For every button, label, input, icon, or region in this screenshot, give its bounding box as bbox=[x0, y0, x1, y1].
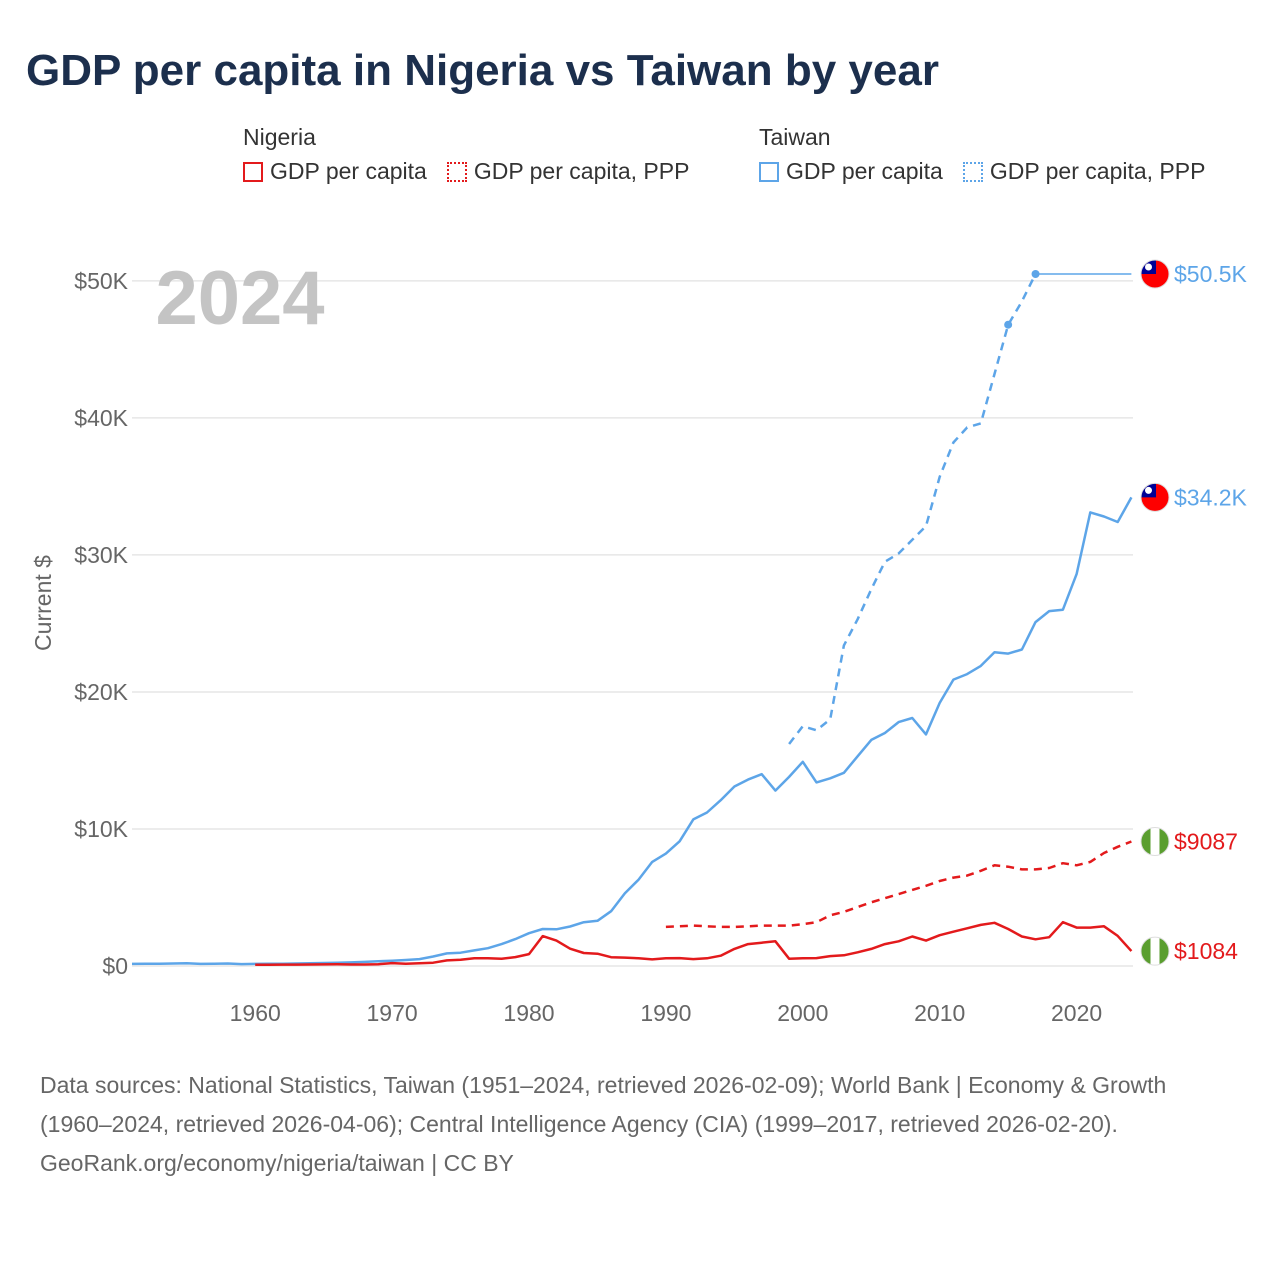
chart-title: GDP per capita in Nigeria vs Taiwan by y… bbox=[26, 46, 939, 95]
legend-group-taiwan: Taiwan GDP per capita GDP per capita, PP… bbox=[759, 124, 1205, 185]
end-value-label: $1084 bbox=[1174, 938, 1238, 964]
y-tick-label: $50K bbox=[74, 268, 128, 294]
data-point-marker[interactable] bbox=[1004, 320, 1013, 329]
legend-label: GDP per capita bbox=[270, 158, 427, 184]
x-tick-label: 2010 bbox=[914, 1000, 965, 1026]
legend-heading-nigeria: Nigeria bbox=[243, 124, 316, 150]
data-sources: Data sources: National Statistics, Taiwa… bbox=[40, 1072, 1167, 1137]
y-tick-label: $0 bbox=[102, 953, 128, 979]
legend-swatch-dotted-red bbox=[446, 161, 467, 182]
data-point-marker[interactable] bbox=[1031, 270, 1040, 278]
y-tick-label: $20K bbox=[74, 679, 128, 705]
end-value-label: $9087 bbox=[1174, 828, 1238, 854]
series-lines bbox=[131, 270, 1133, 967]
legend-swatch-solid-red bbox=[243, 161, 263, 182]
legend-label: GDP per capita, PPP bbox=[989, 158, 1206, 184]
legend-label: GDP per capita bbox=[786, 158, 943, 184]
axis-ticks: $0 $10K $20K $30K $40K $50K 1960 1970 1980 1990 20… bbox=[74, 268, 1102, 1026]
y-tick-label: $30K bbox=[74, 542, 128, 568]
end-value-label: $50.5K bbox=[1174, 261, 1248, 287]
end-value-label: $34.2K bbox=[1174, 484, 1248, 510]
legend-item-taiwan-gdp[interactable]: GDP per capita bbox=[759, 158, 943, 185]
taiwan-flag-icon bbox=[1140, 259, 1170, 289]
series-end-labels: $50.5K $34.2K $9087 $1084 bbox=[1140, 259, 1248, 966]
series-line-nigeria-gdp-per-capita[interactable] bbox=[255, 920, 1133, 967]
gridlines bbox=[132, 280, 1133, 967]
x-tick-label: 2020 bbox=[1051, 1000, 1102, 1026]
y-tick-label: $10K bbox=[74, 816, 128, 842]
y-tick-label: $40K bbox=[74, 405, 128, 431]
nigeria-flag-icon bbox=[1140, 826, 1170, 856]
series-line-nigeria-gdp-per-capita-ppp[interactable] bbox=[665, 840, 1132, 929]
year-watermark: 2024 bbox=[155, 256, 324, 341]
x-tick-label: 2000 bbox=[777, 1000, 828, 1026]
legend-item-taiwan-gdp-ppp[interactable]: GDP per capita, PPP bbox=[962, 158, 1206, 185]
footer: Data sources: National Statistics, Taiwa… bbox=[40, 1066, 1230, 1183]
legend-label: GDP per capita, PPP bbox=[473, 158, 690, 184]
x-tick-label: 1960 bbox=[230, 1000, 281, 1026]
x-tick-label: 1970 bbox=[367, 1000, 418, 1026]
series-line-taiwan-gdp-per-capita-ppp[interactable] bbox=[788, 273, 1037, 745]
legend-heading-taiwan: Taiwan bbox=[759, 124, 831, 150]
legend-item-nigeria-gdp[interactable]: GDP per capita bbox=[243, 158, 427, 185]
legend-swatch-solid-blue bbox=[759, 161, 779, 182]
taiwan-flag-icon bbox=[1140, 482, 1170, 512]
nigeria-flag-icon bbox=[1140, 936, 1170, 966]
y-axis-title: Current $ bbox=[30, 555, 56, 651]
x-tick-label: 1990 bbox=[640, 1000, 691, 1026]
credit-line[interactable]: GeoRank.org/economy/nigeria/taiwan | CC … bbox=[40, 1150, 514, 1176]
series-line-taiwan-gdp-per-capita[interactable] bbox=[131, 496, 1133, 966]
legend-swatch-dotted-blue bbox=[962, 161, 983, 182]
legend-item-nigeria-gdp-ppp[interactable]: GDP per capita, PPP bbox=[446, 158, 690, 185]
x-tick-label: 1980 bbox=[503, 1000, 554, 1026]
legend-group-nigeria: Nigeria GDP per capita GDP per capita, P… bbox=[243, 124, 689, 185]
line-chart: 2024 Current $ $0 $10K $20K $30K $40K $50K 196… bbox=[30, 256, 1248, 1026]
